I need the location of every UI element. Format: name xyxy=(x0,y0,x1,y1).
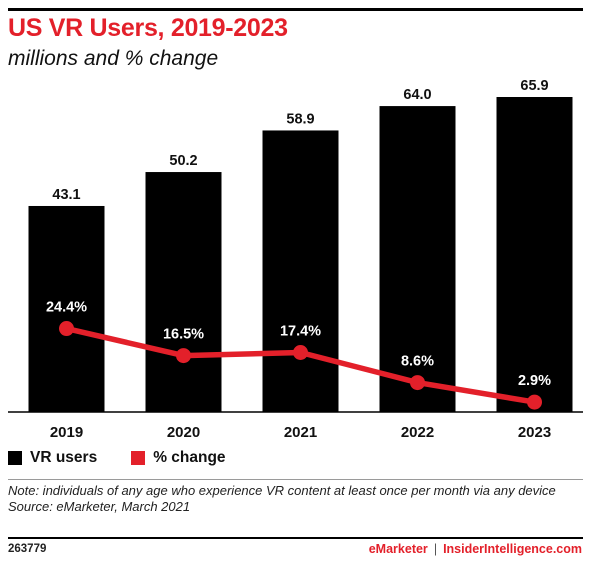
brand-separator: | xyxy=(433,542,438,556)
note-block: Note: individuals of any age who experie… xyxy=(8,483,578,514)
legend-label-vr-users: VR users xyxy=(30,449,98,466)
brand-insider-intelligence: InsiderIntelligence.com xyxy=(443,542,582,556)
percent-change-label: 2.9% xyxy=(518,373,551,389)
bar-value-label: 64.0 xyxy=(403,87,431,103)
bar-2020 xyxy=(145,172,222,412)
x-tick-label: 2020 xyxy=(167,424,200,441)
bar-2019 xyxy=(28,205,105,412)
footer-brand: eMarketer | InsiderIntelligence.com xyxy=(369,542,582,556)
bar-value-label: 65.9 xyxy=(520,78,548,94)
percent-change-label: 17.4% xyxy=(280,323,321,339)
x-tick-label: 2021 xyxy=(284,424,317,441)
note-divider xyxy=(8,479,583,480)
brand-emarketer: eMarketer xyxy=(368,542,428,556)
percent-change-label: 8.6% xyxy=(401,354,434,370)
percent-change-point xyxy=(176,348,191,364)
x-tick-label: 2023 xyxy=(518,424,551,441)
chart-subtitle: millions and % change xyxy=(8,47,219,70)
percent-change-label: 24.4% xyxy=(46,300,87,316)
legend-item-vr-users: VR users xyxy=(8,449,97,467)
bar-2021 xyxy=(262,130,339,413)
x-tick-label: 2019 xyxy=(50,424,83,441)
percent-change-point xyxy=(410,375,425,391)
legend: VR users % change xyxy=(8,449,260,467)
bottom-rule xyxy=(8,537,583,539)
legend-item-percent-change: % change xyxy=(131,449,226,467)
chart-id: 263779 xyxy=(8,543,47,555)
percent-change-point xyxy=(59,321,74,337)
bar-value-label: 43.1 xyxy=(52,187,80,203)
bar-2022 xyxy=(379,106,456,412)
bar-2023 xyxy=(496,97,573,412)
note-text: Note: individuals of any age who experie… xyxy=(8,483,556,498)
bar-value-label: 50.2 xyxy=(169,153,197,169)
legend-label-percent-change: % change xyxy=(153,449,226,466)
legend-swatch-line xyxy=(131,451,146,465)
chart-title: US VR Users, 2019-2023 xyxy=(8,14,288,42)
percent-change-point xyxy=(527,394,542,410)
chart-area: 43.1 2019 50.2 2020 58.9 2021 64.0 2022 65.9 2023… xyxy=(8,78,583,441)
top-rule xyxy=(8,8,583,11)
legend-swatch-bar xyxy=(8,451,22,465)
percent-change-label: 16.5% xyxy=(163,327,204,343)
bar-value-label: 58.9 xyxy=(286,111,314,127)
source-text: Source: eMarketer, March 2021 xyxy=(8,498,191,514)
percent-change-point xyxy=(293,344,308,360)
x-tick-label: 2022 xyxy=(401,424,434,441)
